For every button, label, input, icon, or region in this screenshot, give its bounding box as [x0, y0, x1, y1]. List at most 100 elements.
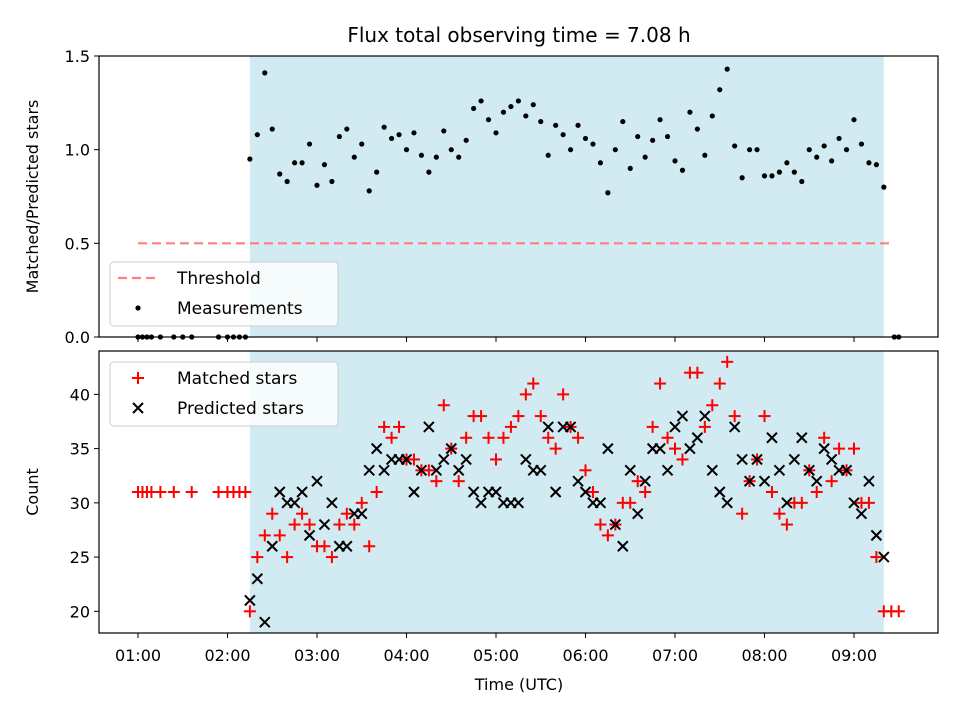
predicted-point — [564, 421, 577, 433]
matched-point — [601, 529, 614, 542]
measurement-point — [530, 102, 536, 108]
y-axis-label: Count — [23, 468, 42, 516]
measurement-point — [732, 143, 738, 149]
predicted-point — [438, 453, 450, 466]
predicted-point — [602, 442, 614, 455]
matched-point — [475, 410, 488, 423]
predicted-point — [288, 497, 301, 509]
matched-point — [407, 453, 420, 466]
measurement-point — [687, 109, 693, 115]
predicted-point — [303, 529, 316, 542]
matched-point — [318, 540, 331, 553]
predicted-point — [654, 442, 666, 455]
matched-point — [288, 518, 301, 531]
measurement-point — [560, 132, 566, 138]
measurement-point — [493, 130, 499, 136]
measurement-point — [351, 154, 357, 160]
legend-box — [109, 361, 339, 427]
measurement-point — [739, 175, 745, 181]
predicted-point — [475, 497, 487, 509]
matched-point — [586, 486, 599, 498]
matched-point — [654, 377, 667, 390]
measurement-point — [359, 141, 365, 147]
matched-point — [482, 431, 495, 444]
predicted-point — [490, 486, 502, 498]
y-tick-label: 30 — [70, 494, 90, 513]
legend: Matched stars Predicted stars — [109, 361, 339, 427]
predicted-point — [669, 421, 681, 433]
matched-point — [572, 431, 585, 444]
legend-label: Predicted stars — [177, 399, 304, 419]
measurement-point — [754, 147, 760, 153]
measurement-point — [500, 109, 507, 115]
matched-point — [773, 507, 786, 520]
measurement-point — [843, 147, 850, 153]
predicted-point — [579, 486, 592, 498]
measurement-point — [471, 105, 477, 112]
matched-point — [355, 496, 368, 509]
x-tick-label: 03:00 — [294, 646, 340, 665]
observing-span — [249, 351, 884, 633]
predicted-point — [855, 507, 868, 520]
matched-point — [825, 475, 838, 488]
predicted-point — [818, 442, 830, 455]
predicted-point — [542, 421, 554, 433]
predicted-point — [378, 464, 390, 477]
matched-point — [549, 442, 562, 455]
matched-point — [594, 518, 607, 531]
measurement-point — [411, 130, 417, 136]
measurement-point — [292, 160, 298, 166]
y-tick-label: 40 — [70, 385, 90, 404]
matched-point — [296, 507, 309, 520]
matched-point — [557, 388, 570, 401]
measurement-point — [396, 132, 402, 138]
matched-point — [646, 420, 659, 433]
predicted-point — [363, 464, 375, 477]
predicted-point — [743, 475, 756, 487]
matched-point — [273, 529, 286, 542]
measurement-point — [262, 70, 268, 76]
measurement-point — [575, 122, 581, 128]
legend-label: Threshold — [176, 269, 261, 289]
y-axis-label: Matched/Predicted stars — [23, 100, 42, 294]
x-tick-label: 02:00 — [204, 646, 250, 665]
matched-point — [848, 442, 860, 455]
series-measurements — [135, 66, 902, 340]
matched-point — [721, 355, 734, 368]
predicted-point — [244, 594, 256, 607]
measurement-point — [538, 118, 544, 125]
y-tick-label: 0.0 — [65, 328, 90, 347]
matched-point — [713, 377, 726, 390]
matched-point — [497, 431, 510, 444]
matched-point — [422, 464, 435, 477]
predicted-point — [624, 464, 636, 477]
matched-point — [706, 399, 719, 412]
predicted-point — [781, 497, 793, 509]
measurement-point — [582, 135, 589, 142]
measurement-point — [277, 171, 283, 177]
measurement-point — [456, 154, 462, 160]
predicted-point — [430, 464, 443, 477]
predicted-point — [326, 497, 338, 509]
x-tick-label: 06:00 — [562, 646, 608, 665]
measurement-point — [485, 117, 492, 123]
measurement-point — [336, 133, 342, 140]
measurement-point — [426, 169, 432, 175]
matched-point — [385, 431, 398, 444]
measurement-point — [873, 162, 879, 168]
predicted-point — [453, 464, 465, 477]
matched-point — [258, 529, 271, 542]
predicted-point — [639, 475, 651, 487]
axes-frame — [98, 350, 939, 634]
measurement-point — [858, 141, 865, 147]
measurement-point — [814, 154, 820, 160]
measurement-point — [806, 147, 812, 153]
measurement-point — [709, 113, 715, 119]
matched-point — [266, 507, 279, 520]
matched-point — [736, 507, 749, 520]
matched-point — [348, 518, 361, 531]
predicted-point — [684, 442, 696, 455]
matched-point — [437, 399, 450, 412]
measurement-point — [851, 117, 857, 123]
x-tick-label: 05:00 — [473, 646, 519, 665]
